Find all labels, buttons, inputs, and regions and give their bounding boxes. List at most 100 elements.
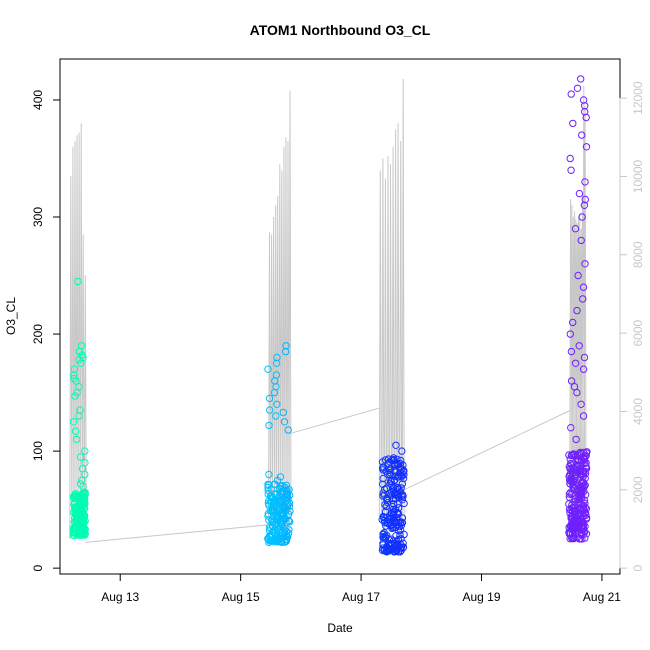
data-point [387, 477, 395, 485]
data-point [392, 441, 400, 449]
data-point [274, 527, 283, 536]
data-point [379, 512, 387, 521]
data-point [383, 543, 391, 551]
data-point [579, 365, 588, 373]
data-point [272, 412, 280, 420]
data-point [576, 526, 585, 534]
line-spike-group-1 [69, 123, 87, 539]
data-point [266, 406, 274, 414]
data-points [69, 75, 591, 556]
data-point [279, 408, 287, 417]
data-point [76, 406, 84, 414]
data-point [582, 458, 590, 467]
data-point [571, 359, 580, 367]
y-axis-label: O3_CL [4, 297, 18, 335]
data-point [390, 466, 398, 475]
data-point [570, 533, 578, 542]
data-point [70, 508, 78, 517]
y2-tick-label: 2000 [631, 476, 645, 503]
data-point [579, 283, 588, 291]
x-axis-label: Date [327, 621, 353, 635]
data-point [76, 500, 85, 508]
data-point [579, 522, 587, 530]
data-point [268, 516, 276, 524]
x-tick-label: Aug 21 [583, 590, 621, 604]
series-lines [69, 78, 587, 543]
data-point [272, 371, 281, 379]
data-point [569, 450, 578, 458]
data-point [577, 400, 585, 408]
plot-frame [59, 58, 621, 575]
data-point [382, 484, 391, 492]
data-point [81, 530, 89, 538]
y2-tick-label: 4000 [631, 398, 645, 425]
data-point [76, 480, 85, 488]
x-tick-label: Aug 15 [222, 590, 260, 604]
data-point [387, 509, 395, 518]
data-point [581, 260, 589, 268]
data-point [80, 514, 89, 522]
data-point [70, 524, 78, 532]
y-tick-label: 400 [31, 90, 45, 110]
data-point [379, 474, 387, 483]
data-point [282, 342, 290, 350]
data-point [385, 547, 393, 555]
data-point [79, 509, 87, 518]
data-point [397, 456, 405, 465]
data-point [379, 480, 387, 488]
data-point [79, 517, 87, 525]
data-point [578, 131, 586, 139]
data-point [398, 480, 406, 488]
data-point [396, 531, 404, 539]
data-point [581, 195, 589, 204]
data-point [71, 427, 80, 435]
data-point [398, 496, 407, 504]
data-point [73, 492, 81, 501]
data-point [581, 178, 589, 186]
data-point [572, 466, 580, 474]
data-point [383, 494, 392, 503]
data-point [384, 470, 392, 479]
data-point [390, 546, 398, 554]
data-point [565, 490, 573, 498]
data-point [273, 509, 281, 517]
data-point [276, 473, 285, 481]
data-point [272, 359, 281, 367]
data-point [394, 483, 402, 492]
data-point [74, 277, 82, 286]
data-point [80, 495, 89, 503]
data-point [273, 353, 281, 362]
data-point [579, 505, 588, 513]
data-point [570, 383, 579, 391]
y2-tick-label: 10000 [631, 159, 645, 193]
data-point [567, 424, 575, 432]
data-point [383, 531, 391, 540]
data-point [69, 418, 78, 426]
data-point [565, 451, 573, 459]
y2-tick-label: 0 [631, 564, 645, 571]
y-axis-right: 0 2000 4000 6000 8000 10000 12000 [619, 81, 645, 571]
data-point [399, 461, 407, 469]
data-point [378, 516, 386, 524]
data-point [398, 514, 407, 522]
data-point [398, 518, 407, 527]
data-point [265, 421, 273, 430]
data-point [76, 453, 85, 461]
data-point [576, 465, 584, 473]
data-point [77, 507, 85, 516]
data-point [569, 483, 577, 491]
data-point [569, 318, 577, 327]
data-point [273, 400, 281, 408]
data-point [70, 371, 78, 379]
data-point [581, 499, 589, 508]
data-point [385, 490, 394, 498]
data-point [575, 516, 583, 524]
data-point [567, 347, 576, 356]
data-point [579, 479, 588, 487]
data-point [581, 470, 590, 478]
data-point [271, 480, 279, 488]
data-point [284, 426, 292, 434]
y-axis-left: 0 100 200 300 400 [31, 90, 61, 571]
data-point [581, 534, 589, 542]
